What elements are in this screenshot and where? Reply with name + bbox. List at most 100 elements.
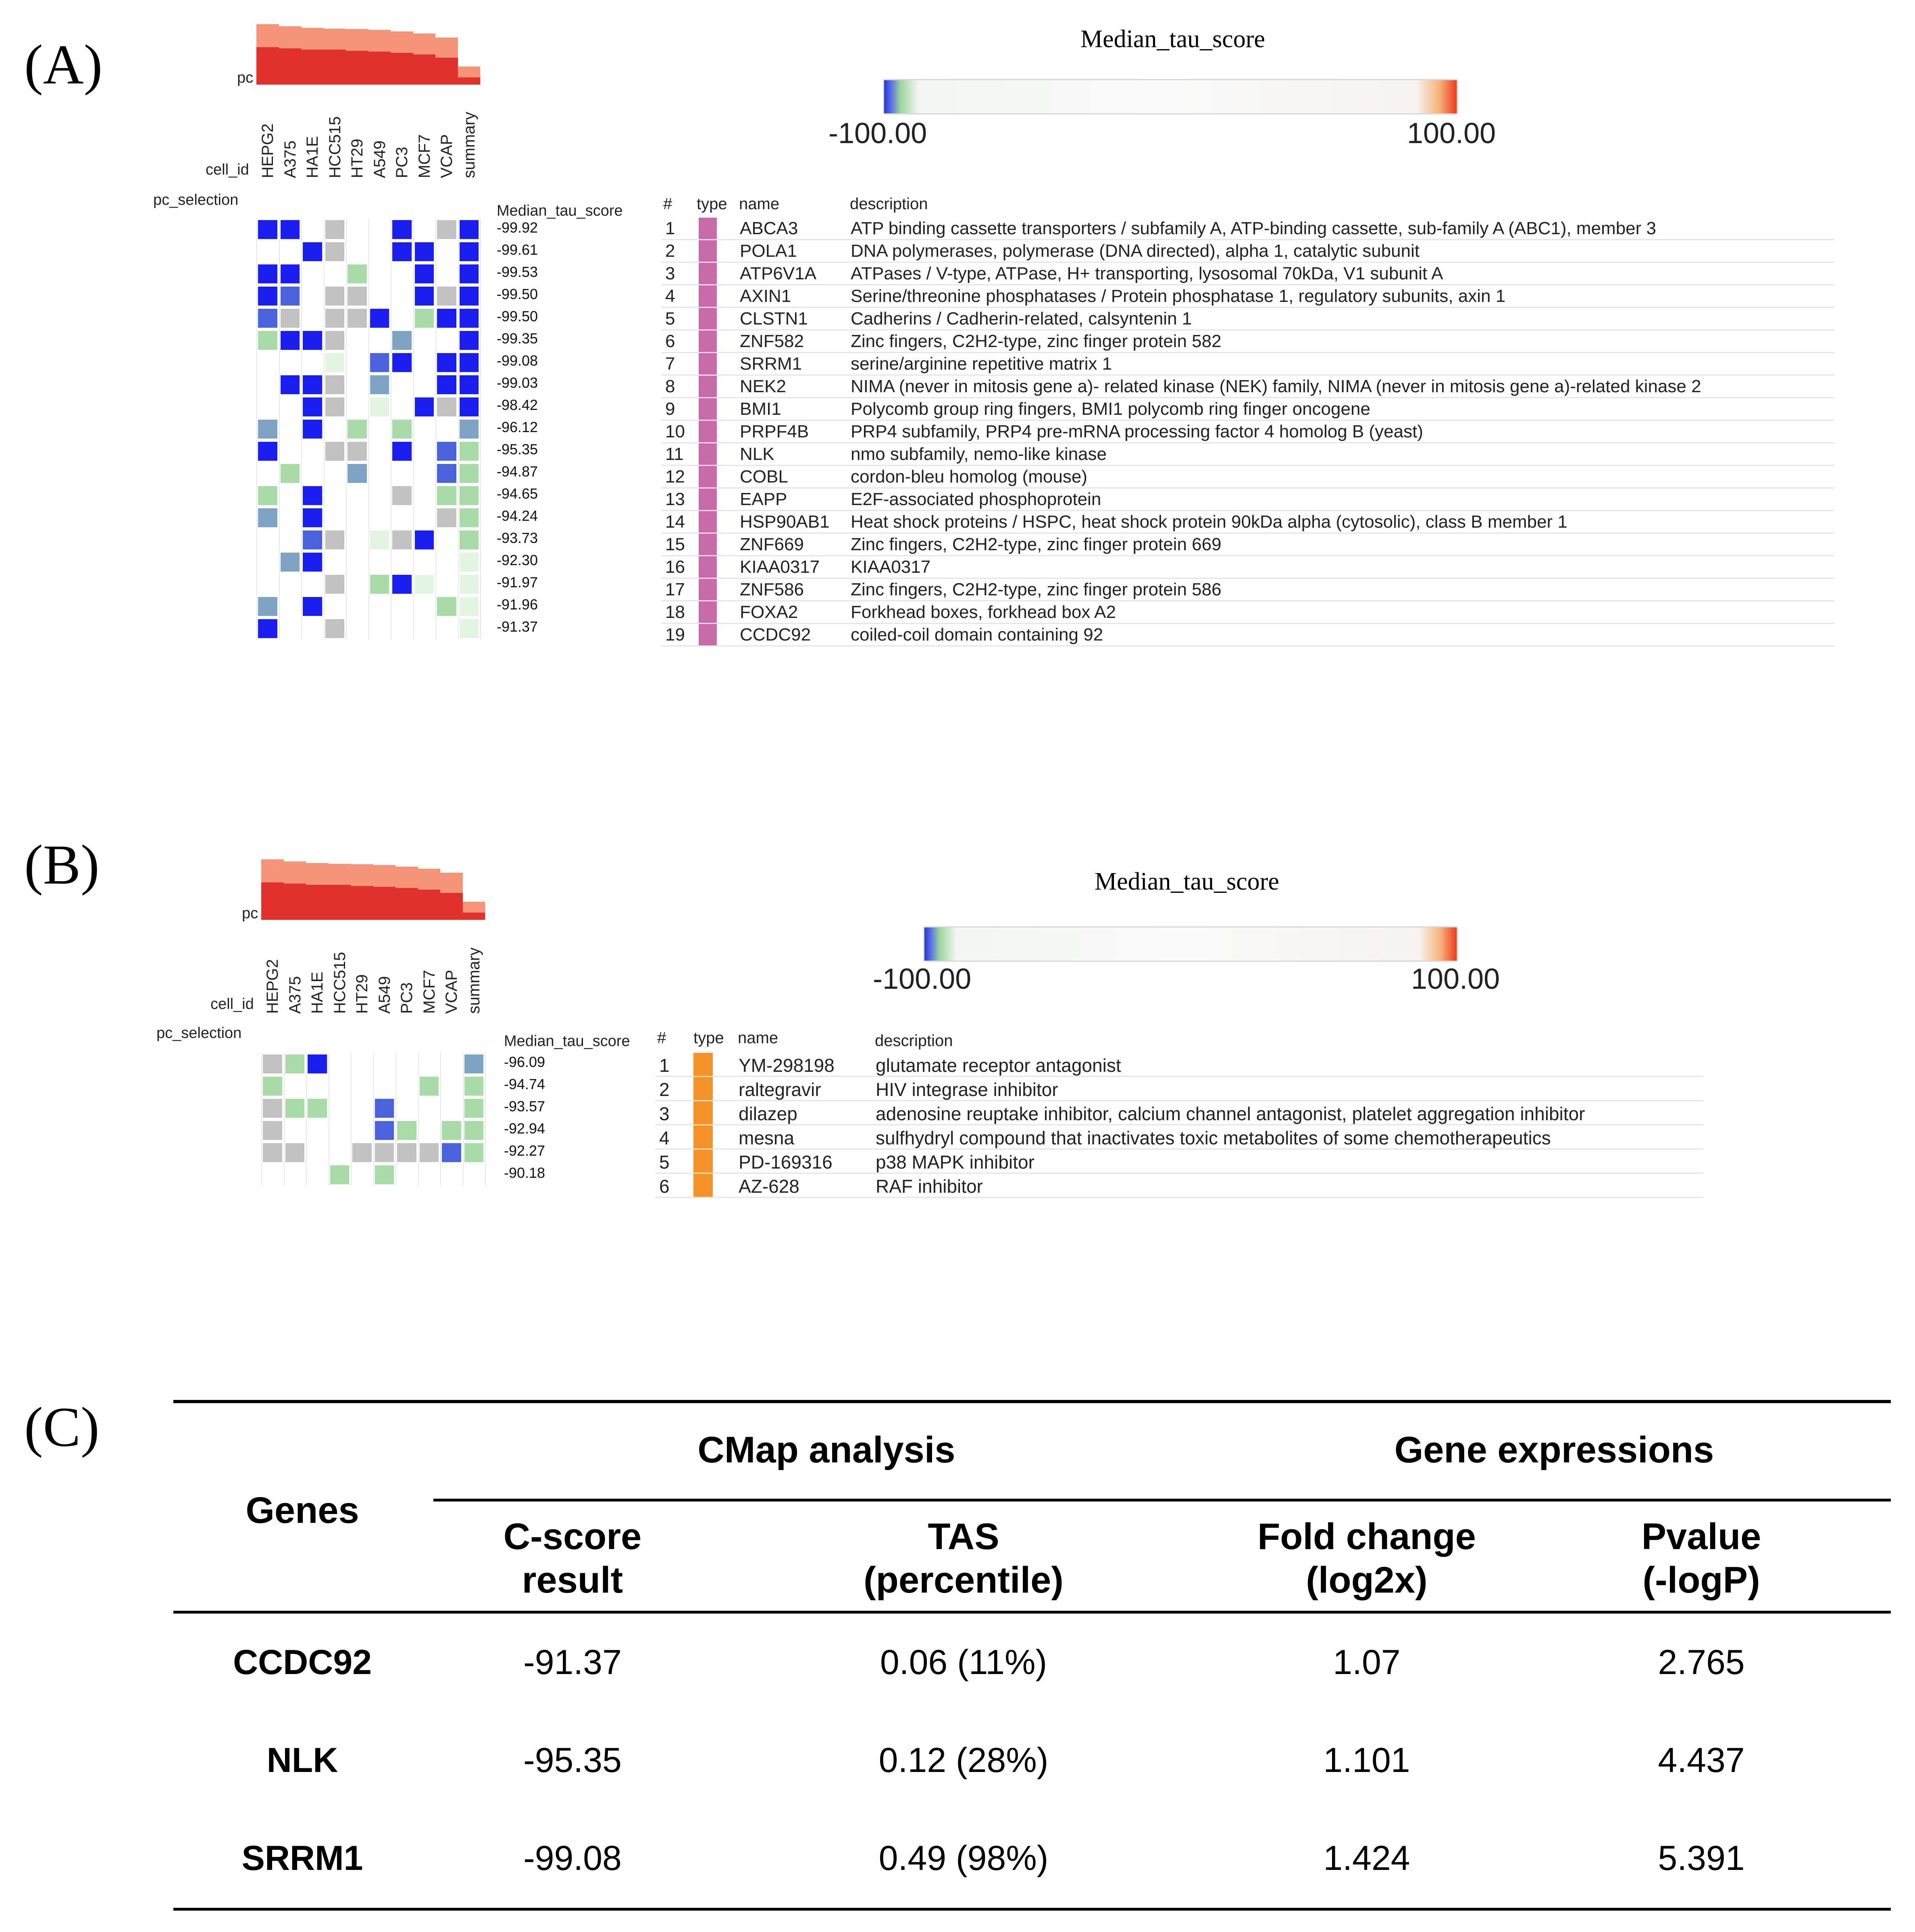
- table-c-pvalue-cell: 4.437: [1658, 1741, 1745, 1780]
- cell-id-hepg2: HEPG2: [264, 959, 281, 1014]
- heatmap-cell: [325, 375, 344, 394]
- row-name: POLA1: [740, 241, 797, 261]
- heatmap-cell: [348, 420, 367, 439]
- table-c-bottom-rule: [173, 1908, 1891, 1911]
- heatmap-cell: [414, 575, 434, 594]
- heatmap-gridline: [306, 1053, 307, 1186]
- median-tau-score: -91.97: [497, 574, 538, 591]
- heatmap-cell: [258, 508, 277, 527]
- table-row-divider: [661, 352, 1834, 353]
- table-a-header-name: name: [739, 195, 780, 213]
- row-description: NIMA (never in mitosis gene a)- related …: [851, 376, 1701, 396]
- heatmap-cell: [464, 1099, 483, 1118]
- median-tau-score: -91.96: [497, 596, 538, 613]
- heatmap-cell: [263, 1121, 282, 1140]
- row-number: 15: [665, 534, 685, 554]
- row-number: 5: [665, 309, 675, 329]
- heatmap-cell: [392, 242, 412, 261]
- heatmap-cell: [392, 220, 412, 239]
- table-c-fold-cell: 1.424: [1323, 1839, 1410, 1878]
- row-number: 16: [665, 557, 685, 577]
- heatmap-cell: [459, 242, 479, 261]
- table-c-group-expr: Gene expressions: [1394, 1429, 1714, 1470]
- heatmap-cell: [280, 287, 300, 306]
- row-name: ZNF582: [740, 331, 804, 351]
- pc-bar-inner-summary: [462, 913, 485, 920]
- table-c-col-fold-l2: (log2x): [1306, 1560, 1428, 1601]
- heatmap-cell: [459, 397, 479, 416]
- median-tau-score: -92.27: [504, 1142, 545, 1159]
- heatmap-cell: [414, 242, 434, 261]
- row-name: HSP90AB1: [740, 512, 830, 532]
- row-description: nmo subfamily, nemo-like kinase: [851, 444, 1107, 464]
- heatmap-cell: [459, 287, 479, 306]
- heatmap-cell: [442, 1121, 461, 1140]
- heatmap-gridline: [458, 218, 459, 640]
- cell-id-mcf7: MCF7: [415, 134, 433, 178]
- table-c-col-cscore-l1: C-score: [503, 1516, 642, 1557]
- row-description: DNA polymerases, polymerase (DNA directe…: [851, 241, 1420, 261]
- table-row-divider: [655, 1100, 1703, 1101]
- heatmap-cell: [375, 1099, 394, 1118]
- heatmap-cell: [325, 331, 344, 350]
- pc-bar-inner-ha1e: [301, 50, 324, 85]
- heatmap-cell: [414, 264, 434, 283]
- heatmap-cell: [437, 508, 456, 527]
- colorbar-min-b: -100.00: [873, 963, 972, 995]
- table-b-header-description: description: [875, 1032, 953, 1050]
- row-description: Polycomb group ring fingers, BMI1 polyco…: [851, 399, 1370, 419]
- heatmap-gridline: [485, 1053, 486, 1186]
- heatmap-gridline: [346, 218, 347, 640]
- table-c-header-rule: [173, 1611, 1891, 1614]
- row-number: 1: [659, 1055, 670, 1076]
- heatmap-cell: [392, 353, 412, 372]
- cell-id-a549: A549: [371, 140, 389, 178]
- row-description: Serine/threonine phosphatases / Protein …: [851, 286, 1506, 306]
- cell-id-summary: summary: [460, 112, 478, 178]
- heatmap-cell: [392, 331, 412, 350]
- pc-bar-inner-hepg2: [261, 882, 284, 920]
- heatmap-cell: [303, 486, 322, 505]
- median-tau-score: -93.57: [504, 1098, 545, 1115]
- score-header-b: Median_tau_score: [504, 1033, 630, 1050]
- row-name: ZNF669: [740, 534, 804, 554]
- heatmap-cell: [459, 264, 479, 283]
- heatmap-cell: [459, 375, 479, 394]
- median-tau-score: -95.35: [497, 441, 538, 458]
- heatmap-cell: [437, 220, 456, 239]
- heatmap-cell: [348, 309, 367, 328]
- pc-bar-inner-summary: [458, 77, 480, 85]
- table-row-divider: [661, 532, 1834, 534]
- table-c-col-fold-l1: Fold change: [1257, 1516, 1476, 1557]
- row-number: 10: [665, 422, 685, 441]
- heatmap-cell: [459, 597, 479, 616]
- table-c-tas-cell: 0.12 (28%): [878, 1741, 1049, 1780]
- row-number: 3: [665, 264, 675, 283]
- heatmap-cell: [325, 353, 344, 372]
- heatmap-cell: [258, 331, 277, 350]
- heatmap-cell: [263, 1143, 282, 1162]
- row-number: 7: [665, 354, 675, 374]
- heatmap-cell: [303, 242, 322, 261]
- heatmap-cell: [325, 575, 344, 594]
- median-tau-score: -91.37: [497, 618, 538, 635]
- table-b-header-name: name: [738, 1029, 778, 1047]
- row-name: mesna: [739, 1127, 795, 1148]
- heatmap-cell: [459, 486, 479, 505]
- table-row-divider: [655, 1173, 1703, 1174]
- heatmap-cell: [330, 1165, 349, 1184]
- heatmap-cell: [258, 287, 277, 306]
- heatmap-cell: [375, 1121, 394, 1140]
- cell-id-ht29: HT29: [348, 139, 366, 178]
- row-number: 5: [659, 1152, 670, 1173]
- table-row-divider: [661, 600, 1834, 601]
- heatmap-cell: [442, 1143, 461, 1162]
- row-description: KIAA0317: [851, 557, 931, 577]
- median-tau-score: -96.09: [504, 1054, 545, 1070]
- pc-selection-label-b: pc_selection: [156, 1025, 242, 1042]
- cell-id-hepg2: HEPG2: [259, 123, 277, 178]
- heatmap-cell: [258, 442, 277, 461]
- pc-bar-inner-a549: [368, 51, 391, 85]
- heatmap-gridline: [368, 218, 369, 640]
- heatmap-cell: [370, 353, 389, 372]
